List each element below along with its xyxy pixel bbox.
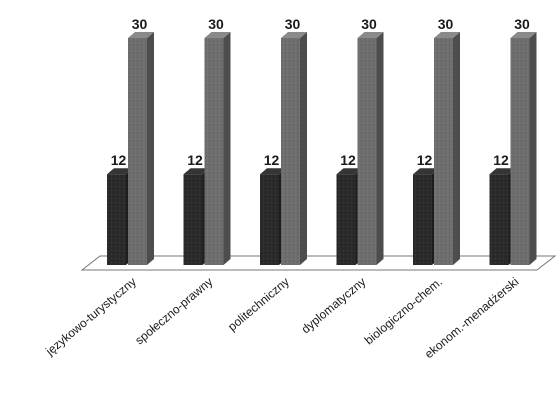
bar-top: [107, 168, 133, 175]
bar-side: [529, 32, 537, 265]
bar-texture: [434, 38, 453, 265]
data-labels: 12 30 12 30 12 30 12 30 12 30 12 30: [111, 16, 530, 168]
bar-top: [336, 168, 363, 175]
bar-top: [281, 32, 307, 38]
bar-top: [183, 168, 210, 175]
bar-top: [357, 32, 384, 38]
data-label-s2-4: 30: [361, 16, 377, 32]
data-label-s1-5: 12: [417, 152, 433, 168]
tick-label-5: biologiczno-chem.: [362, 275, 445, 348]
bar-top: [510, 32, 537, 38]
bar-s2-6: [510, 32, 537, 265]
bar-texture: [510, 38, 530, 265]
bar-s2-3: [281, 32, 307, 265]
tick-label-3: politechniczny: [225, 275, 292, 334]
bar-s1-5: [413, 168, 439, 265]
bar-texture: [489, 174, 509, 265]
bar-texture: [128, 38, 147, 265]
data-label-s1-3: 12: [264, 152, 280, 168]
bars: [107, 32, 537, 265]
bar-side: [300, 32, 307, 265]
bar-side: [147, 32, 154, 265]
bar-s2-1: [128, 32, 154, 265]
bar-top: [260, 168, 286, 175]
bar-texture: [413, 174, 432, 265]
tick-label-1: językowo-turystyczny: [42, 275, 139, 359]
bar-top: [204, 32, 231, 38]
data-label-s1-4: 12: [340, 152, 356, 168]
bar-texture: [357, 38, 377, 265]
bar-s2-4: [357, 32, 384, 265]
bar-texture: [336, 174, 356, 265]
data-label-s2-5: 30: [438, 16, 454, 32]
data-label-s1-6: 12: [493, 152, 509, 168]
bar-top: [413, 168, 439, 175]
bar-texture: [107, 174, 126, 265]
data-label-s1-1: 12: [111, 152, 127, 168]
bar-side: [453, 32, 460, 265]
bar-top: [434, 32, 460, 38]
bar-s2-2: [204, 32, 231, 265]
data-label-s1-2: 12: [187, 152, 203, 168]
data-label-s2-2: 30: [208, 16, 224, 32]
bar-s2-5: [434, 32, 460, 265]
data-label-s2-6: 30: [514, 16, 530, 32]
bar-side: [376, 32, 384, 265]
bar-texture: [204, 38, 224, 265]
bar-top: [489, 168, 516, 175]
bar-texture: [281, 38, 300, 265]
tick-label-4: dyplomatyczny: [299, 275, 369, 337]
data-label-s2-1: 30: [132, 16, 148, 32]
bar-texture: [260, 174, 279, 265]
bar-texture: [183, 174, 203, 265]
bar-top: [128, 32, 154, 38]
data-label-s2-3: 30: [285, 16, 301, 32]
bar-side: [223, 32, 231, 265]
tick-label-2: społeczno-prawny: [132, 275, 215, 348]
